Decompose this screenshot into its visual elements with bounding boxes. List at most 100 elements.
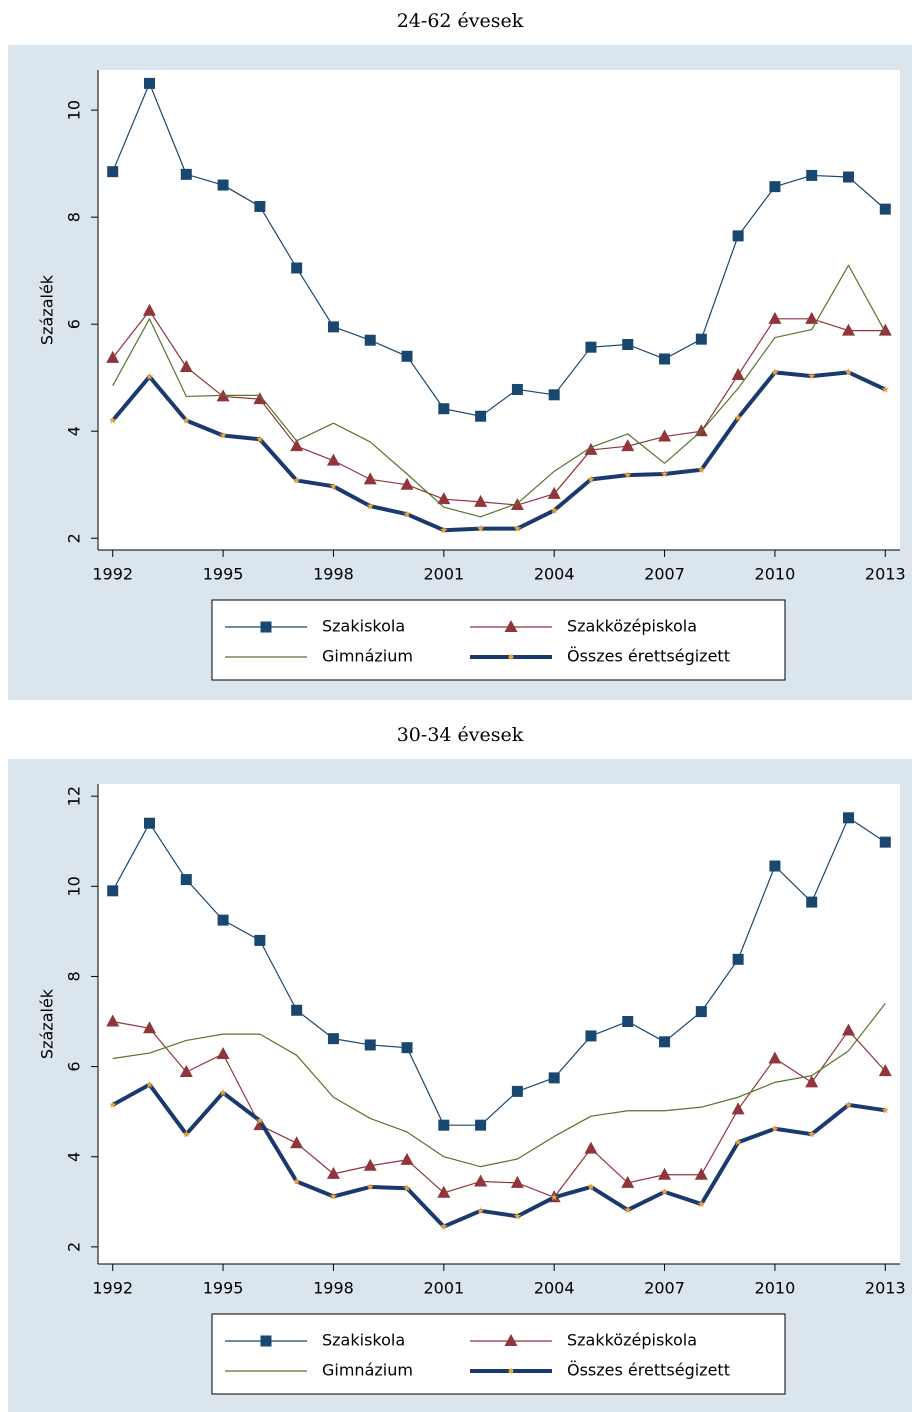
marker xyxy=(584,1141,598,1154)
marker xyxy=(290,439,304,452)
marker xyxy=(807,372,816,380)
marker xyxy=(841,1023,855,1036)
marker xyxy=(403,510,411,518)
marker xyxy=(292,476,301,484)
marker xyxy=(587,1182,595,1191)
marker xyxy=(145,1080,154,1088)
marker xyxy=(217,914,229,926)
marker-icon xyxy=(504,1334,518,1346)
marker xyxy=(253,392,267,405)
marker xyxy=(622,1016,634,1028)
y-tick-label: 6 xyxy=(65,1061,84,1071)
marker-icon xyxy=(504,620,518,632)
marker xyxy=(364,334,376,346)
marker xyxy=(364,1039,376,1051)
chart: 30-34 évesek Százalék 2 4 6 8 10 12 1992 1995 1998… xyxy=(8,724,912,1412)
line xyxy=(112,264,886,518)
marker xyxy=(363,472,377,485)
y-tick-label: 10 xyxy=(65,100,84,120)
marker xyxy=(180,168,192,180)
marker-icon xyxy=(260,1335,272,1347)
y-tick-label: 8 xyxy=(65,212,84,222)
marker xyxy=(844,368,853,376)
marker xyxy=(623,1205,632,1214)
marker xyxy=(731,1102,745,1115)
marker xyxy=(768,311,782,324)
marker xyxy=(438,1119,450,1131)
x-tick-label: 1992 xyxy=(92,1279,133,1298)
y-tick-label: 2 xyxy=(65,1242,84,1252)
marker xyxy=(697,1200,706,1208)
marker xyxy=(401,1042,413,1054)
marker xyxy=(437,1185,451,1198)
marker xyxy=(363,1158,377,1171)
legend xyxy=(211,599,786,681)
x-tick-label: 1998 xyxy=(313,1279,354,1298)
marker xyxy=(658,429,672,442)
marker xyxy=(842,171,854,183)
marker xyxy=(182,416,191,424)
marker xyxy=(326,453,340,466)
marker xyxy=(145,372,154,380)
marker xyxy=(106,1014,120,1027)
plot-area xyxy=(98,784,900,1264)
marker xyxy=(476,1206,485,1215)
marker xyxy=(550,506,558,514)
marker xyxy=(180,874,192,886)
marker xyxy=(327,321,339,333)
legend-marker xyxy=(260,1335,272,1347)
x-tick-label: 1995 xyxy=(203,1279,244,1298)
line xyxy=(112,82,886,417)
marker xyxy=(732,953,744,965)
marker xyxy=(621,439,635,452)
marker xyxy=(438,403,450,415)
y-tick-label: 10 xyxy=(65,876,84,896)
marker xyxy=(513,1212,522,1220)
marker xyxy=(548,1072,560,1084)
marker xyxy=(144,817,156,829)
chart: 24-62 évesek Százalék 2 4 6 8 10 1992 1995 1998 20… xyxy=(8,10,912,700)
marker xyxy=(769,181,781,193)
marker xyxy=(107,166,119,178)
marker xyxy=(511,1085,523,1097)
legend-marker xyxy=(508,1368,514,1374)
x-tick-label: 2007 xyxy=(644,1279,685,1298)
line xyxy=(112,817,886,1126)
legend-label: Szakközépiskola xyxy=(567,1331,697,1350)
marker xyxy=(256,1116,264,1124)
legend-label: Gimnázium xyxy=(322,647,413,666)
marker xyxy=(256,435,264,443)
marker xyxy=(327,1033,339,1045)
marker xyxy=(475,1119,487,1131)
marker xyxy=(511,383,523,395)
x-tick-label: 2007 xyxy=(644,565,685,584)
marker xyxy=(806,169,818,181)
x-tick-label: 2001 xyxy=(423,1279,464,1298)
legend-marker xyxy=(260,621,272,633)
marker xyxy=(291,262,303,274)
line xyxy=(112,310,886,506)
marker xyxy=(769,860,781,872)
marker xyxy=(106,350,120,363)
marker xyxy=(694,1167,708,1180)
marker xyxy=(879,836,891,848)
legend-label: Szakiskola xyxy=(322,617,405,636)
legend-marker xyxy=(504,620,518,632)
marker xyxy=(329,1192,338,1200)
line xyxy=(112,1003,886,1168)
x-tick-label: 2001 xyxy=(423,565,464,584)
legend-marker xyxy=(504,1334,518,1346)
line xyxy=(111,1082,886,1229)
line xyxy=(111,370,887,533)
legend-marker xyxy=(508,654,514,660)
marker xyxy=(219,1088,227,1096)
marker xyxy=(366,1182,375,1191)
x-tick-label: 1995 xyxy=(203,565,244,584)
marker xyxy=(219,431,227,439)
marker xyxy=(400,477,414,490)
x-tick-label: 1998 xyxy=(313,565,354,584)
marker xyxy=(366,502,375,510)
x-tick-label: 2013 xyxy=(865,565,906,584)
marker xyxy=(437,492,451,505)
y-tick-label: 4 xyxy=(65,426,84,436)
